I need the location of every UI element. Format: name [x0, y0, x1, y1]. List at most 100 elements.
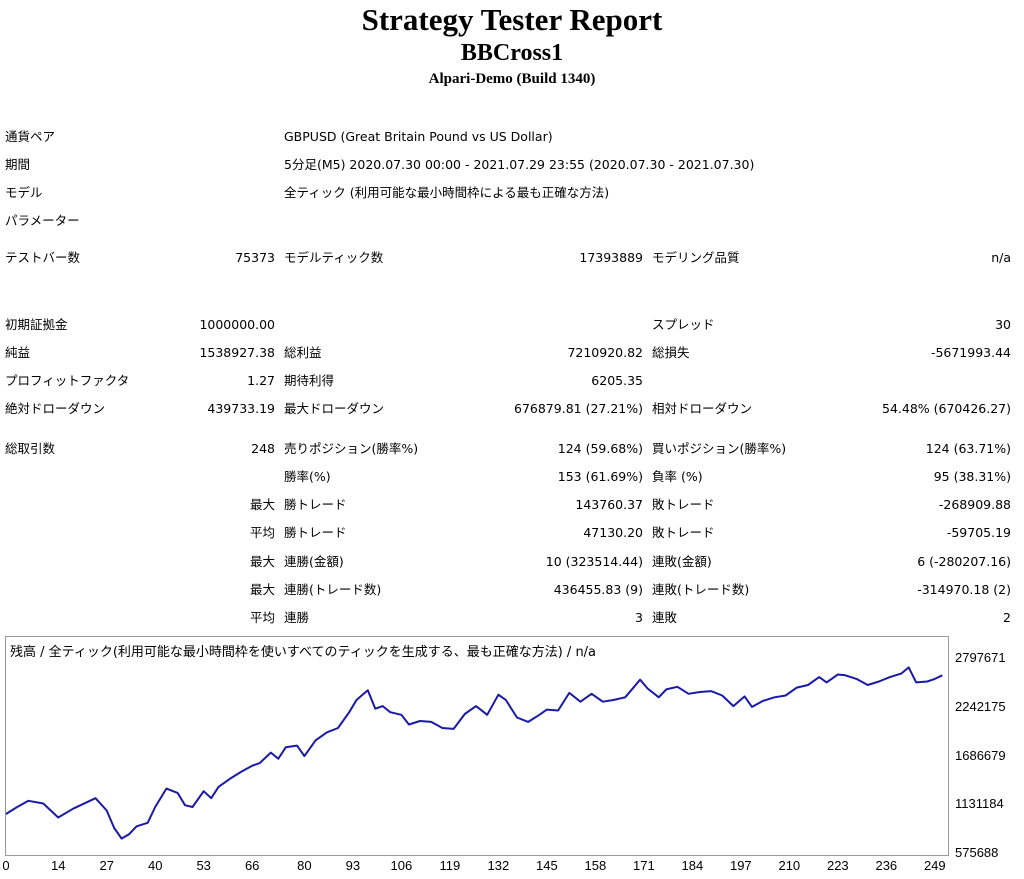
profit-factor-label: プロフィットファクタ	[5, 373, 130, 388]
quality-label: モデリング品質	[652, 250, 740, 265]
consecutive-losses-amount-value: 6 (-280207.16)	[917, 554, 1011, 569]
largest-profit-value: 143760.37	[575, 497, 643, 512]
x-tick-label: 223	[826, 858, 849, 873]
x-tick-label: 197	[729, 858, 752, 873]
largest-loss-label: 敗トレード	[652, 497, 715, 512]
consecutive-losses-count-value: -314970.18 (2)	[917, 582, 1011, 597]
x-tick-label: 106	[390, 858, 413, 873]
maximal-drawdown-label: 最大ドローダウン	[284, 401, 385, 416]
x-tick-label: 236	[875, 858, 898, 873]
x-tick-label: 171	[632, 858, 655, 873]
expert-name: BBCross1	[460, 40, 564, 66]
max-consecutive-count-prefix: 最大	[249, 582, 275, 597]
largest-label: 最大	[249, 497, 275, 512]
bars-label: テストバー数	[5, 250, 81, 265]
loss-trades-label: 負率 (%)	[652, 469, 703, 484]
average-consecutive-losses-value: 2	[1003, 610, 1011, 625]
chart-caption: 残高 / 全ティック(利用可能な最小時間枠を使いすべてのティックを生成する、最も…	[10, 645, 597, 660]
long-positions-label: 買いポジション(勝率%)	[652, 441, 787, 456]
profit-trades-value: 153 (61.69%)	[557, 469, 643, 484]
symbol-value: GBPUSD (Great Britain Pound vs US Dollar…	[284, 129, 553, 144]
consecutive-wins-amount-value: 10 (323514.44)	[545, 554, 643, 569]
x-tick-label: 119	[439, 858, 461, 873]
profit-factor-value: 1.27	[247, 373, 275, 388]
period-label: 期間	[5, 157, 31, 172]
x-tick-label: 210	[778, 858, 801, 873]
expected-payoff-label: 期待利得	[284, 373, 335, 388]
model-label: モデル	[5, 185, 43, 200]
consecutive-losses-amount-label: 連敗(金額)	[652, 554, 712, 569]
relative-drawdown-value: 54.48% (670426.27)	[882, 401, 1011, 416]
net-profit-label: 純益	[5, 345, 31, 360]
x-tick-label: 53	[196, 858, 211, 873]
loss-trades-value: 95 (38.31%)	[933, 469, 1011, 484]
consecutive-wins-count-value: 436455.83 (9)	[553, 582, 643, 597]
x-tick-label: 184	[681, 858, 704, 873]
spread-label: スプレッド	[652, 317, 715, 332]
average-profit-value: 47130.20	[583, 525, 643, 540]
x-tick-label: 93	[345, 858, 361, 873]
x-tick-label: 14	[50, 858, 66, 873]
quality-value: n/a	[991, 250, 1011, 265]
average-profit-label: 勝トレード	[284, 525, 347, 540]
y-tick-label: 2797671	[955, 650, 1006, 665]
total-trades-label: 総取引数	[5, 441, 56, 456]
largest-profit-label: 勝トレード	[284, 497, 347, 512]
deposit-label: 初期証拠金	[5, 317, 68, 332]
profit-trades-label: 勝率(%)	[284, 469, 331, 484]
largest-loss-value: -268909.88	[938, 497, 1011, 512]
average-label: 平均	[249, 525, 275, 540]
consecutive-losses-count-label: 連敗(トレード数)	[652, 582, 750, 597]
consecutive-wins-count-label: 連勝(トレード数)	[284, 582, 382, 597]
average-consecutive-wins-value: 3	[635, 610, 643, 625]
gross-profit-label: 総利益	[284, 345, 322, 360]
x-tick-label: 27	[99, 858, 114, 873]
average-consecutive-losses-label: 連敗	[652, 610, 678, 625]
y-tick-label: 1131184	[955, 796, 1004, 812]
relative-drawdown-label: 相対ドローダウン	[652, 401, 753, 416]
average-consecutive-wins-label: 連勝	[284, 610, 310, 625]
balance-chart	[5, 636, 949, 856]
total-trades-value: 248	[251, 441, 275, 456]
y-tick-label: 1686679	[955, 747, 1006, 763]
ticks-label: モデルティック数	[284, 250, 384, 265]
bars-value: 75373	[235, 250, 275, 265]
spread-value: 30	[995, 317, 1011, 332]
gross-profit-value: 7210920.82	[567, 345, 643, 360]
gross-loss-value: -5671993.44	[930, 345, 1011, 360]
balance-line	[5, 666, 943, 840]
consecutive-wins-amount-label: 連勝(金額)	[284, 554, 344, 569]
net-profit-value: 1538927.38	[199, 345, 275, 360]
symbol-label: 通貨ペア	[5, 129, 56, 144]
average-consecutive-prefix: 平均	[249, 610, 275, 625]
x-tick-label: 145	[536, 858, 558, 873]
x-tick-label: 249	[923, 858, 946, 873]
ticks-value: 17393889	[579, 250, 643, 265]
expected-payoff-value: 6205.35	[591, 373, 643, 388]
parameters-label: パラメーター	[5, 213, 80, 228]
y-tick-label: 2242175	[955, 698, 1006, 714]
gross-loss-label: 総損失	[652, 345, 690, 360]
average-loss-value: -59705.19	[946, 525, 1011, 540]
short-positions-value: 124 (59.68%)	[557, 441, 643, 456]
deposit-value: 1000000.00	[199, 317, 275, 332]
short-positions-label: 売りポジション(勝率%)	[284, 441, 419, 456]
maximal-drawdown-value: 676879.81 (27.21%)	[514, 401, 643, 416]
x-tick-label: 0	[2, 858, 10, 873]
long-positions-value: 124 (63.71%)	[925, 441, 1011, 456]
period-value: 5分足(M5) 2020.07.30 00:00 - 2021.07.29 23…	[284, 157, 755, 172]
max-consecutive-amount-prefix: 最大	[249, 554, 275, 569]
y-tick-label: 575688	[955, 845, 999, 860]
x-tick-label: 40	[147, 858, 163, 873]
x-tick-label: 66	[244, 858, 260, 873]
model-value: 全ティック (利用可能な最小時間枠による最も正確な方法)	[284, 185, 610, 200]
x-tick-label: 158	[584, 858, 607, 873]
x-tick-label: 80	[297, 858, 312, 873]
absolute-drawdown-label: 絶対ドローダウン	[5, 401, 106, 416]
report-title: Strategy Tester Report	[361, 2, 663, 37]
x-tick-label: 132	[487, 858, 510, 873]
average-loss-label: 敗トレード	[652, 525, 715, 540]
absolute-drawdown-value: 439733.19	[207, 401, 275, 416]
server-build: Alpari-Demo (Build 1340)	[428, 71, 596, 87]
